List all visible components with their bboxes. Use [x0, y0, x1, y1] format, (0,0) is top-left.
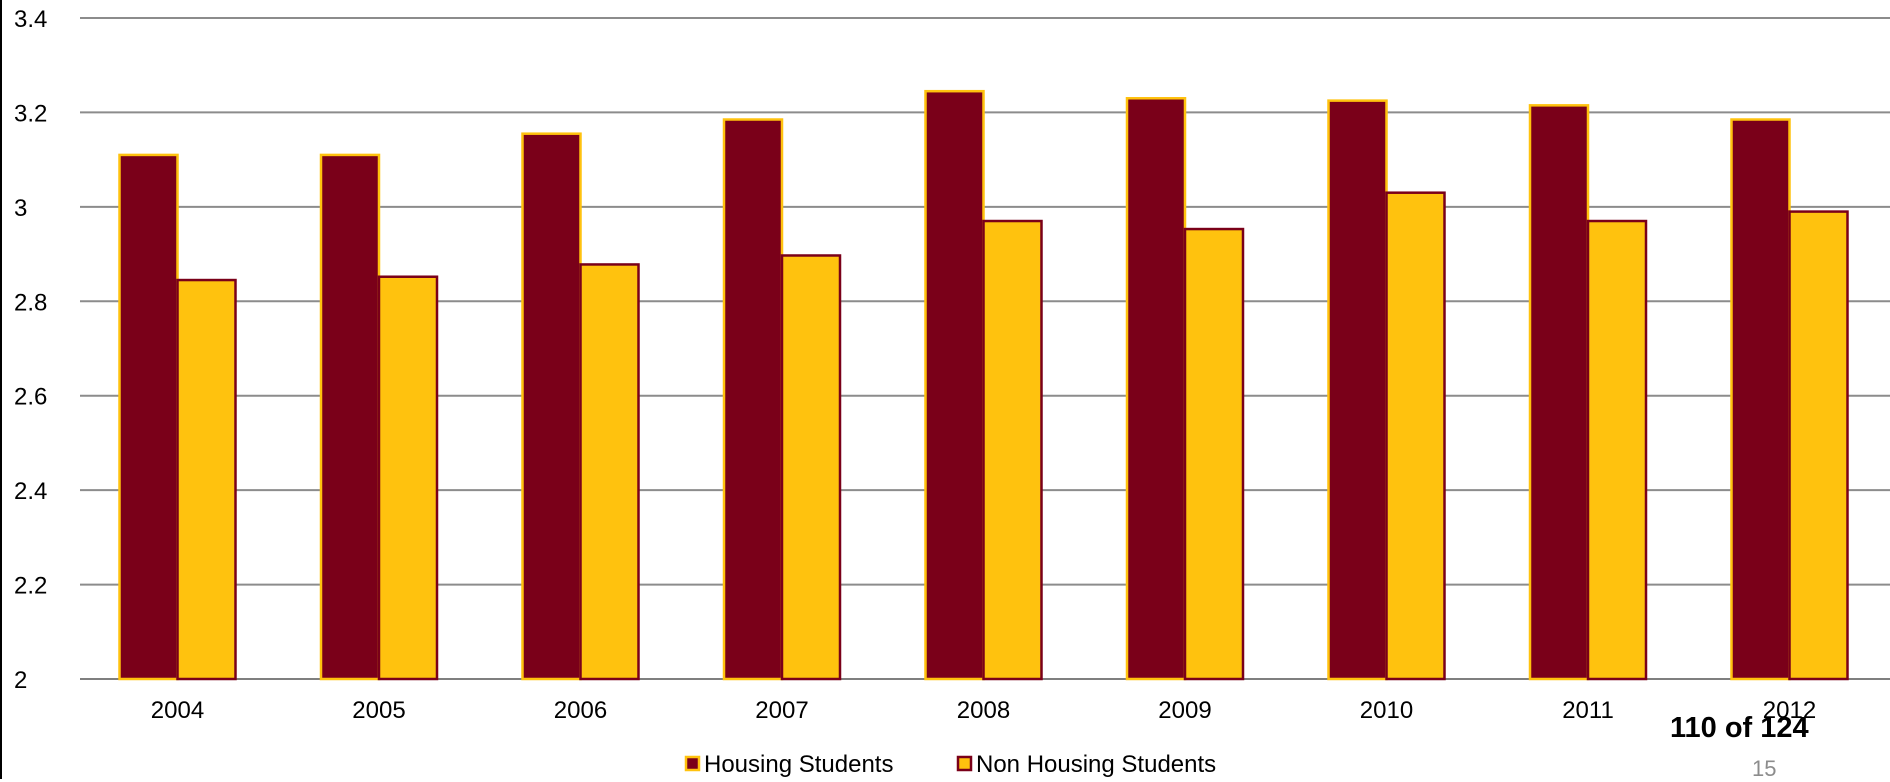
- bar-housing-students: [1327, 99, 1388, 681]
- y-tick-label: 2.6: [14, 384, 47, 411]
- bar-housing-students: [1528, 104, 1590, 681]
- y-tick-label: 2.8: [14, 289, 47, 316]
- x-tick-label: 2006: [554, 697, 607, 724]
- bar-non-housing-students: [579, 263, 640, 681]
- x-tick-label: 2005: [352, 697, 405, 724]
- x-tick-label: 2008: [957, 697, 1010, 724]
- legend-label: Housing Students: [704, 751, 893, 778]
- bar-housing-students: [1125, 97, 1187, 681]
- bar-non-housing-students: [1586, 219, 1648, 681]
- bar-non-housing-students: [982, 219, 1043, 681]
- bar-housing-students: [924, 89, 985, 681]
- page-counter: 110 of 124: [1670, 712, 1809, 744]
- x-tick-label: 2007: [755, 697, 808, 724]
- bar-housing-students: [319, 153, 381, 681]
- x-tick-label: 2010: [1360, 697, 1413, 724]
- x-tick-label: 2009: [1158, 697, 1211, 724]
- bars: [118, 89, 1849, 681]
- bar-non-housing-students: [780, 254, 842, 681]
- legend: Housing Students Non Housing Students: [684, 751, 1216, 778]
- bar-housing-students: [722, 118, 784, 681]
- y-tick-label: 2.2: [14, 573, 47, 600]
- bar-housing-students: [1730, 118, 1791, 681]
- y-tick-label: 3: [14, 195, 27, 222]
- y-tick-label: 2.4: [14, 478, 47, 505]
- bar-housing-students: [521, 132, 582, 681]
- page-number: 15: [1752, 756, 1777, 781]
- y-tick-label: 3.4: [14, 6, 47, 33]
- legend-swatch: [956, 755, 973, 772]
- x-tick-label: 2004: [151, 697, 204, 724]
- x-tick-label: 2011: [1562, 697, 1614, 724]
- legend-swatch: [684, 755, 701, 772]
- legend-label: Non Housing Students: [976, 751, 1216, 778]
- y-tick-label: 2: [14, 667, 27, 694]
- bar-housing-students: [118, 153, 179, 681]
- x-tick-label: 2012: [1763, 697, 1816, 724]
- y-axis-ticks: 2 2.2 2.4 2.6 2.8 3 3.2 3.4: [14, 6, 47, 694]
- y-tick-label: 3.2: [14, 100, 47, 127]
- bar-non-housing-students: [377, 275, 439, 681]
- x-axis-ticks: 2004 2005 2006 2007 2008 2009 2010 2011 2012: [151, 697, 1816, 724]
- bar-non-housing-students: [1385, 191, 1446, 681]
- bar-non-housing-students: [176, 278, 237, 681]
- bar-non-housing-students: [1183, 227, 1245, 681]
- bar-non-housing-students: [1788, 210, 1849, 681]
